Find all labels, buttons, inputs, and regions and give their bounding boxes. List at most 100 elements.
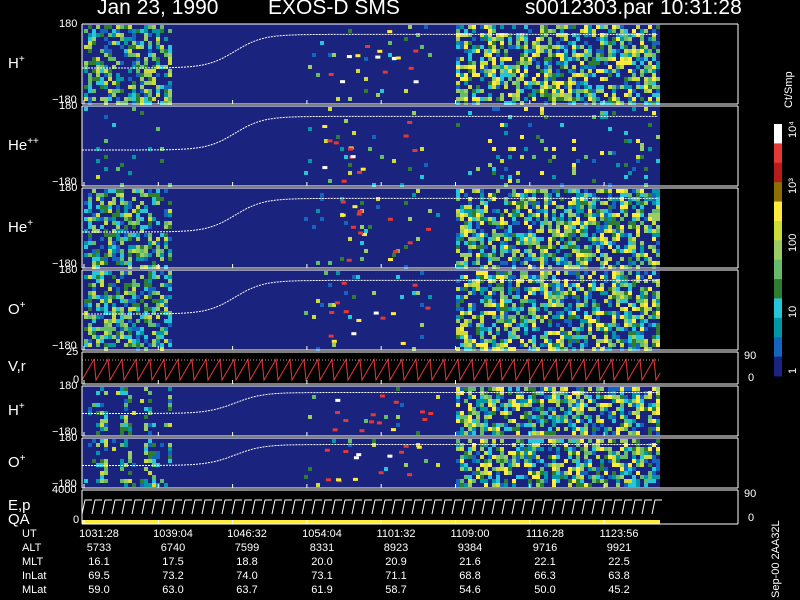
colorbar-segment [774, 298, 782, 319]
colorbar-tick: 10³ [787, 178, 799, 194]
y-tick-top: 180 [59, 100, 78, 112]
colorbar-tick: 100 [787, 233, 799, 252]
panel-label-oplus1: O+ [8, 300, 26, 318]
table-cell: 54.6 [459, 584, 481, 596]
colorbar-segment [774, 143, 782, 164]
qa-label: QA [8, 511, 30, 528]
table-cell: 8923 [383, 542, 409, 554]
table-cell: 17.5 [162, 556, 184, 568]
table-cell: 63.8 [608, 570, 630, 582]
table-row: ALT 5733 6740 7599 8331 8923 9384 9716 9921 [0, 542, 800, 556]
table-cell: 59.0 [88, 584, 110, 596]
row-label: InLat [22, 570, 47, 582]
y-tick-top: 180 [59, 18, 78, 30]
colorbar-tick: 10 [787, 305, 799, 318]
table-cell: 73.2 [162, 570, 184, 582]
table-cell: 9921 [606, 542, 632, 554]
table-cell: 9716 [532, 542, 558, 554]
colorbar-segment [774, 259, 782, 280]
panel-label-heplusplus: He++ [8, 136, 39, 154]
panel-label-vr: V,r [8, 358, 26, 375]
panel-label-hplus1: H+ [8, 54, 25, 72]
table-cell: 18.8 [236, 556, 258, 568]
y-tick-bottom: 0 [73, 514, 80, 526]
colorbar-segment [774, 356, 782, 377]
table-cell: 68.8 [459, 570, 481, 582]
colorbar-tick: 1 [787, 367, 799, 374]
colorbar-segment [774, 220, 782, 241]
table-cell: 21.6 [459, 556, 481, 568]
colorbar-segment [774, 182, 782, 203]
table-cell: 45.2 [608, 584, 630, 596]
right-tick-top: 90 [744, 350, 757, 362]
table-cell: 8331 [309, 542, 335, 554]
panel-label-hplus2: H+ [8, 401, 25, 419]
table-cell: 20.0 [311, 556, 333, 568]
instrument-title: EXOS-D SMS [268, 0, 400, 19]
y-tick-top: 4000 [52, 484, 77, 496]
row-label: MLT [22, 556, 44, 568]
panel-label-oplus2: O+ [8, 453, 26, 471]
colorbar-unit: Ct/Smp [783, 71, 795, 108]
table-cell: 74.0 [236, 570, 258, 582]
table-cell: 20.9 [385, 556, 407, 568]
right-tick-top: 90 [744, 488, 757, 500]
table-cell: 16.1 [88, 556, 110, 568]
table-row: UT 1031:28 1039:04 1046:32 1054:04 1101:32 110… [0, 528, 800, 542]
table-cell: 50.0 [534, 584, 556, 596]
y-tick-top: 180 [59, 264, 78, 276]
colorbar-segment [774, 240, 782, 261]
pitch-angle-trace [82, 33, 658, 69]
file-name: s0012303.par [525, 0, 654, 19]
right-tick-bottom: 0 [748, 372, 755, 384]
qa-bar [82, 520, 660, 524]
table-cell: 61.9 [311, 584, 333, 596]
table-cell: 1054:04 [302, 528, 342, 540]
table-row: MLT 16.1 17.5 18.8 20.0 20.9 21.6 22.1 22.5 [0, 556, 800, 570]
colorbar-segment [774, 317, 782, 338]
table-cell: 6740 [160, 542, 186, 554]
table-cell: 22.5 [608, 556, 630, 568]
colorbar-segment [774, 162, 782, 183]
table-cell: 1109:00 [450, 528, 490, 540]
table-row: InLat 69.5 73.2 74.0 73.1 71.1 68.8 66.3 63.8 [0, 570, 800, 584]
y-tick-bottom: 0 [73, 374, 80, 386]
colorbar-tick: 10⁴ [787, 121, 799, 138]
table-cell: 63.0 [162, 584, 184, 596]
table-cell: 1123:56 [599, 528, 639, 540]
y-tick-bottom: −180 [52, 94, 77, 106]
pitch-angle-trace [82, 115, 658, 151]
table-cell: 58.7 [385, 584, 407, 596]
row-label: MLat [22, 584, 47, 596]
y-tick-top: 180 [59, 182, 78, 194]
table-cell: 7599 [234, 542, 260, 554]
energy-sweep [81, 499, 662, 515]
colorbar-segment [774, 337, 782, 358]
y-tick-top: 25 [66, 346, 79, 358]
table-cell: 69.5 [88, 570, 110, 582]
table-cell: 5733 [86, 542, 112, 554]
table-cell: 1046:32 [227, 528, 267, 540]
table-cell: 63.7 [236, 584, 258, 596]
row-label: ALT [22, 542, 42, 554]
table-cell: 1101:32 [376, 528, 416, 540]
date-title: Jan 23, 1990 [97, 0, 219, 19]
table-cell: 1039:04 [153, 528, 193, 540]
velocity-trace [81, 357, 661, 382]
panel-label-heplus: He+ [8, 218, 34, 236]
table-row: MLat 59.0 63.0 63.7 61.9 58.7 54.6 50.0 45.2 [0, 584, 800, 598]
pitch-angle-trace [82, 392, 658, 414]
y-tick-top: 180 [59, 432, 78, 444]
table-cell: 71.1 [385, 570, 407, 582]
panel-background [82, 352, 660, 384]
start-time: 10:31:28 [660, 0, 742, 19]
panel-background [82, 106, 660, 186]
y-tick-bottom: −180 [52, 478, 77, 490]
row-label: UT [22, 528, 37, 540]
pitch-angle-trace [82, 444, 658, 466]
table-cell: 1116:28 [525, 528, 565, 540]
colorbar-segment [774, 124, 782, 144]
right-tick-bottom: 0 [748, 512, 755, 524]
table-cell: 9384 [457, 542, 483, 554]
